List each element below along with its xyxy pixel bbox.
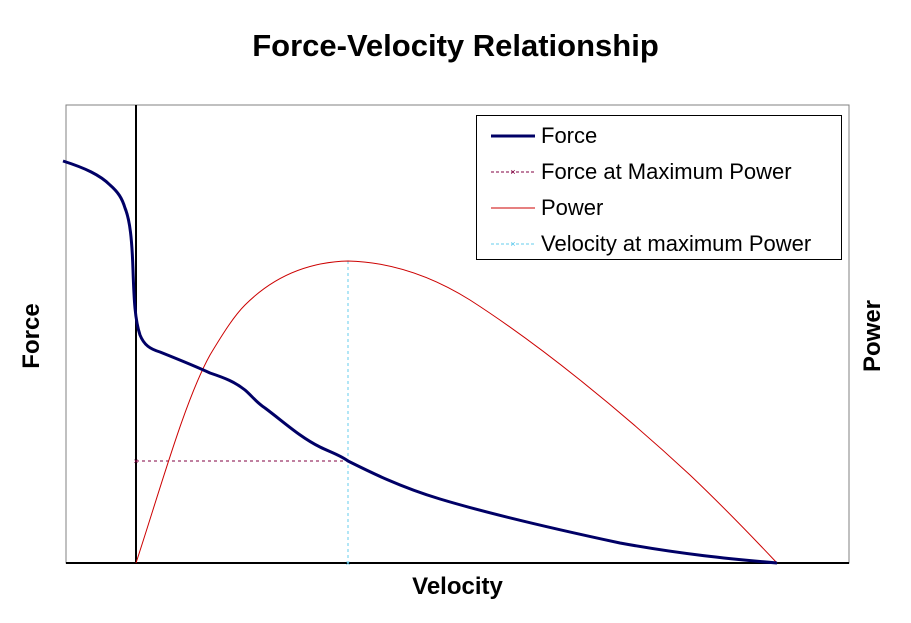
dashed-line-marker-icon: × <box>491 167 535 177</box>
legend-item-velocity-at-max-power: × Velocity at maximum Power <box>489 226 811 262</box>
y-axis-label-force: Force <box>18 303 45 369</box>
solid-line-icon <box>491 134 535 138</box>
svg-text:×: × <box>510 239 515 249</box>
thin-line-icon <box>491 207 535 209</box>
legend: Force × Force at Maximum Power Power × V… <box>476 115 842 260</box>
y-axis-label-power: Power <box>859 299 886 373</box>
legend-item-force-at-max-power: × Force at Maximum Power <box>489 154 792 190</box>
legend-item-force: Force <box>489 118 597 154</box>
power-curve <box>135 260 778 564</box>
legend-item-power: Power <box>489 190 603 226</box>
svg-text:×: × <box>510 167 515 177</box>
force-curve <box>62 159 778 565</box>
chart-title: Force-Velocity Relationship <box>252 28 659 63</box>
dashed-line-marker-icon: × <box>491 239 535 249</box>
marker-icon: × <box>134 457 139 466</box>
x-axis-label: Velocity <box>412 573 503 600</box>
marker-icon: × <box>346 559 351 568</box>
